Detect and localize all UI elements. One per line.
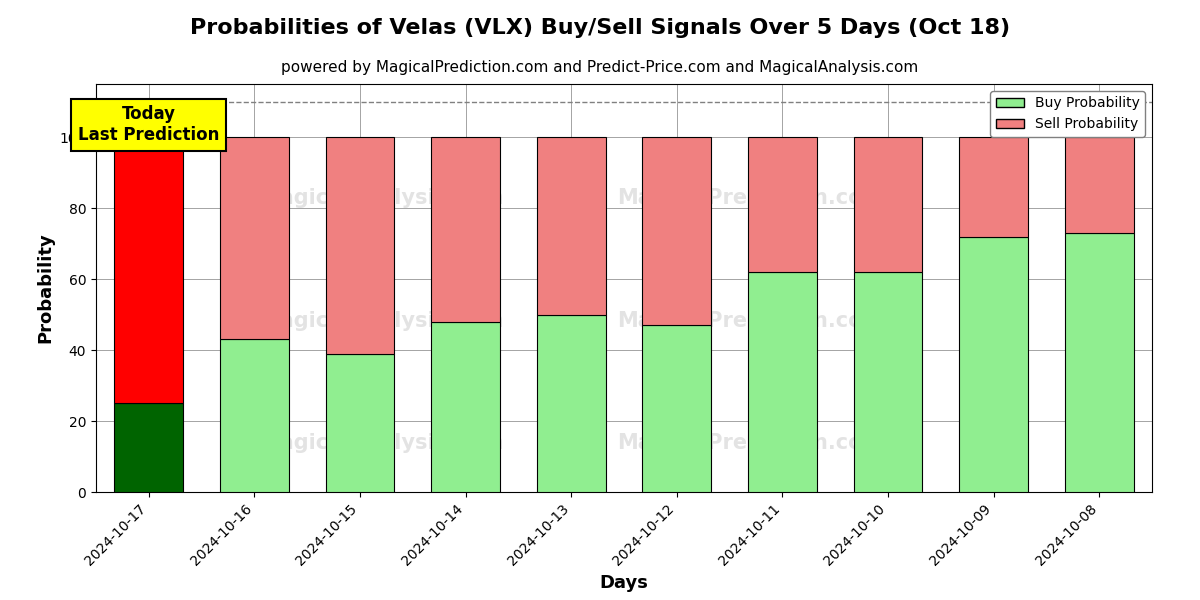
Bar bbox=[431, 137, 500, 322]
Bar bbox=[536, 314, 606, 492]
Bar bbox=[642, 325, 712, 492]
Bar bbox=[959, 236, 1028, 492]
Bar bbox=[536, 137, 606, 314]
Text: Probabilities of Velas (VLX) Buy/Sell Signals Over 5 Days (Oct 18): Probabilities of Velas (VLX) Buy/Sell Si… bbox=[190, 18, 1010, 38]
Bar bbox=[431, 322, 500, 492]
Text: MagicalAnalysis.com: MagicalAnalysis.com bbox=[259, 311, 503, 331]
Bar bbox=[220, 340, 289, 492]
Bar bbox=[114, 403, 184, 492]
Text: MagicalPrediction.com: MagicalPrediction.com bbox=[617, 433, 884, 453]
Bar bbox=[748, 137, 817, 272]
Bar bbox=[959, 137, 1028, 236]
Bar bbox=[114, 137, 184, 403]
X-axis label: Days: Days bbox=[600, 574, 648, 592]
Y-axis label: Probability: Probability bbox=[36, 233, 54, 343]
Text: Today
Last Prediction: Today Last Prediction bbox=[78, 105, 220, 144]
Bar bbox=[325, 137, 395, 353]
Bar bbox=[1064, 137, 1134, 233]
Text: MagicalAnalysis.com: MagicalAnalysis.com bbox=[259, 433, 503, 453]
Bar bbox=[853, 137, 923, 272]
Bar bbox=[1064, 233, 1134, 492]
Bar bbox=[748, 272, 817, 492]
Legend: Buy Probability, Sell Probability: Buy Probability, Sell Probability bbox=[990, 91, 1145, 137]
Bar bbox=[220, 137, 289, 340]
Text: MagicalPrediction.com: MagicalPrediction.com bbox=[617, 311, 884, 331]
Bar bbox=[642, 137, 712, 325]
Text: MagicalAnalysis.com: MagicalAnalysis.com bbox=[259, 188, 503, 208]
Bar bbox=[325, 353, 395, 492]
Bar bbox=[853, 272, 923, 492]
Text: MagicalPrediction.com: MagicalPrediction.com bbox=[617, 188, 884, 208]
Text: powered by MagicalPrediction.com and Predict-Price.com and MagicalAnalysis.com: powered by MagicalPrediction.com and Pre… bbox=[281, 60, 919, 75]
